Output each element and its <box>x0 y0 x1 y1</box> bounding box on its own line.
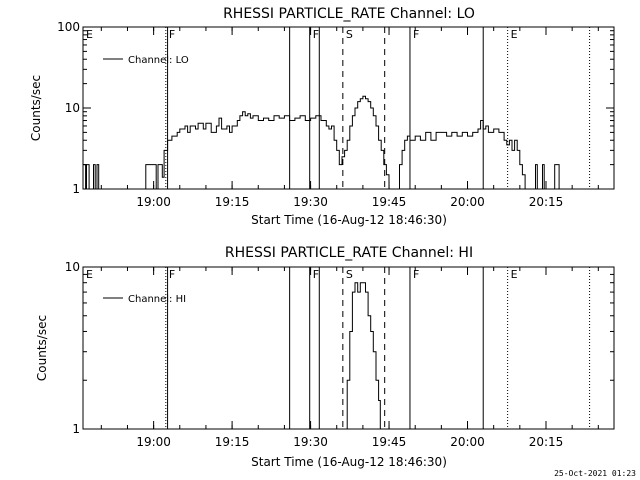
x-tick-label: 20:15 <box>529 435 564 449</box>
legend-entry: Channel: LO <box>128 55 189 66</box>
event-marker-label: F <box>169 28 175 41</box>
event-marker-label: S <box>346 268 353 281</box>
y-tick-label: 100 <box>57 20 80 34</box>
legend-entry: Channel: HI <box>128 294 186 305</box>
legend: Channel: HI <box>103 294 186 305</box>
x-axis-label: Start Time (16-Aug-12 18:46:30) <box>251 213 447 227</box>
legend: Channel: LO <box>103 55 189 66</box>
event-marker-label: E <box>86 28 93 41</box>
x-tick-label: 19:15 <box>215 195 250 209</box>
event-marker-label: E <box>86 268 93 281</box>
x-tick-label: 19:30 <box>293 435 328 449</box>
x-tick-label: 20:00 <box>450 435 485 449</box>
x-tick-label: 19:45 <box>372 435 407 449</box>
x-tick-label: 20:00 <box>450 195 485 209</box>
event-marker-label: E <box>511 28 518 41</box>
y-axis-label: Counts/sec <box>35 315 49 381</box>
panel-hi: RHESSI PARTICLE_RATE Channel: HI Counts/… <box>35 245 615 469</box>
event-marker-label: F <box>313 28 319 41</box>
panel-lo: RHESSI PARTICLE_RATE Channel: LO Counts/… <box>29 6 615 227</box>
chart-title: RHESSI PARTICLE_RATE Channel: LO <box>223 6 475 22</box>
y-axis-label: Counts/sec <box>29 75 43 141</box>
x-axis-label: Start Time (16-Aug-12 18:46:30) <box>251 455 447 469</box>
timestamp: 25-Oct-2021 01:23 <box>554 469 636 478</box>
chart-title: RHESSI PARTICLE_RATE Channel: HI <box>225 245 473 261</box>
x-tick-label: 20:15 <box>529 195 564 209</box>
x-tick-label: 19:00 <box>136 435 171 449</box>
event-marker-label: F <box>413 268 419 281</box>
event-marker-label: F <box>169 268 175 281</box>
y-tick-label: 1 <box>72 182 80 196</box>
x-tick-label: 19:45 <box>372 195 407 209</box>
series-line <box>83 95 560 190</box>
y-tick-label: 10 <box>65 101 80 115</box>
x-tick-label: 19:30 <box>293 195 328 209</box>
event-marker-label: E <box>511 268 518 281</box>
event-marker-label: S <box>346 28 353 41</box>
x-tick-label: 19:15 <box>215 435 250 449</box>
event-marker-label: F <box>413 28 419 41</box>
plot-frame <box>82 266 615 430</box>
y-tick-label: 10 <box>65 260 80 274</box>
series-line <box>344 282 381 430</box>
x-tick-label: 19:00 <box>136 195 171 209</box>
y-tick-label: 1 <box>72 422 80 436</box>
event-marker-label: F <box>313 268 319 281</box>
